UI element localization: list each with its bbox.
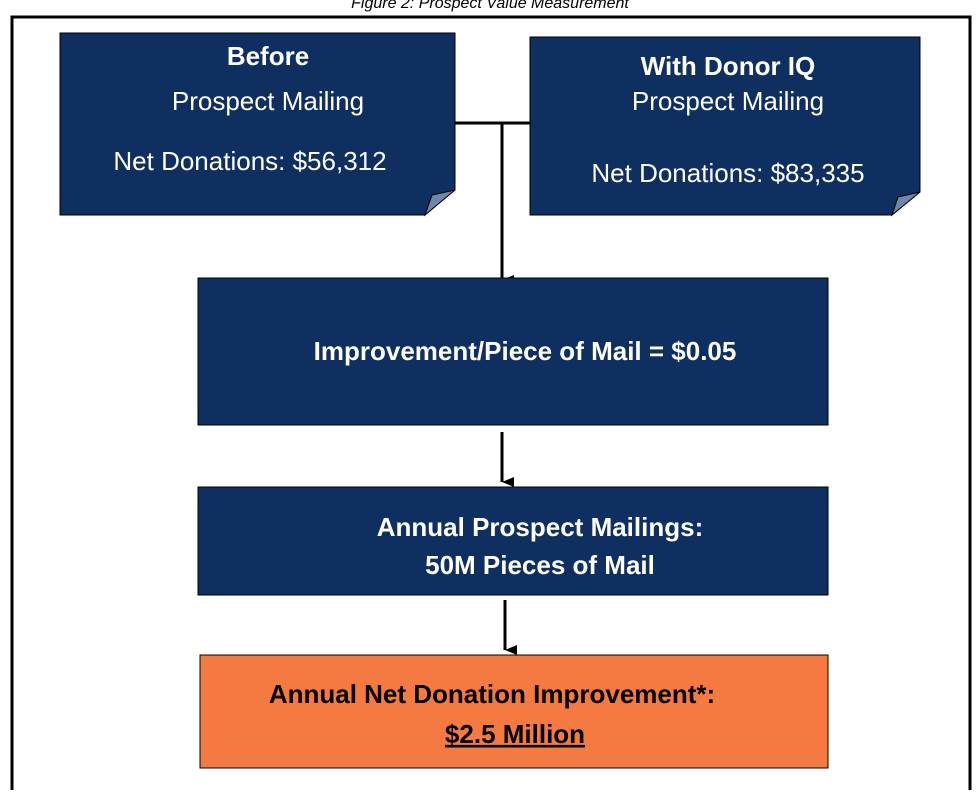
node-line: $2.5 Million [445,719,585,749]
node-title: Before [227,41,309,71]
node-subtitle: Prospect Mailing [632,86,824,116]
caption: Figure 2: Prospect Value Measurement [351,0,629,12]
node-label: Improvement/Piece of Mail = $0.05 [314,336,737,366]
node-detail: Net Donations: $56,312 [113,146,386,176]
node-line: 50M Pieces of Mail [425,550,655,580]
node-detail: Net Donations: $83,335 [591,158,864,188]
node-subtitle: Prospect Mailing [172,86,364,116]
process-box [197,277,829,426]
process-box [197,486,829,596]
node-line: Annual Net Donation Improvement*: [269,679,715,709]
frame [10,15,972,790]
fold [890,191,921,217]
node-line: Annual Prospect Mailings: [377,512,704,542]
node-title: With Donor IQ [641,51,816,81]
result-box [199,654,829,769]
fold [423,189,456,217]
